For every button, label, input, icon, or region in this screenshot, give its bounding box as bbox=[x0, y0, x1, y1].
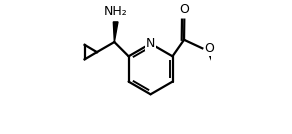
Text: O: O bbox=[179, 3, 189, 16]
Text: O: O bbox=[205, 42, 215, 55]
Polygon shape bbox=[113, 22, 118, 42]
Text: NH₂: NH₂ bbox=[104, 5, 128, 18]
Text: N: N bbox=[146, 37, 155, 50]
